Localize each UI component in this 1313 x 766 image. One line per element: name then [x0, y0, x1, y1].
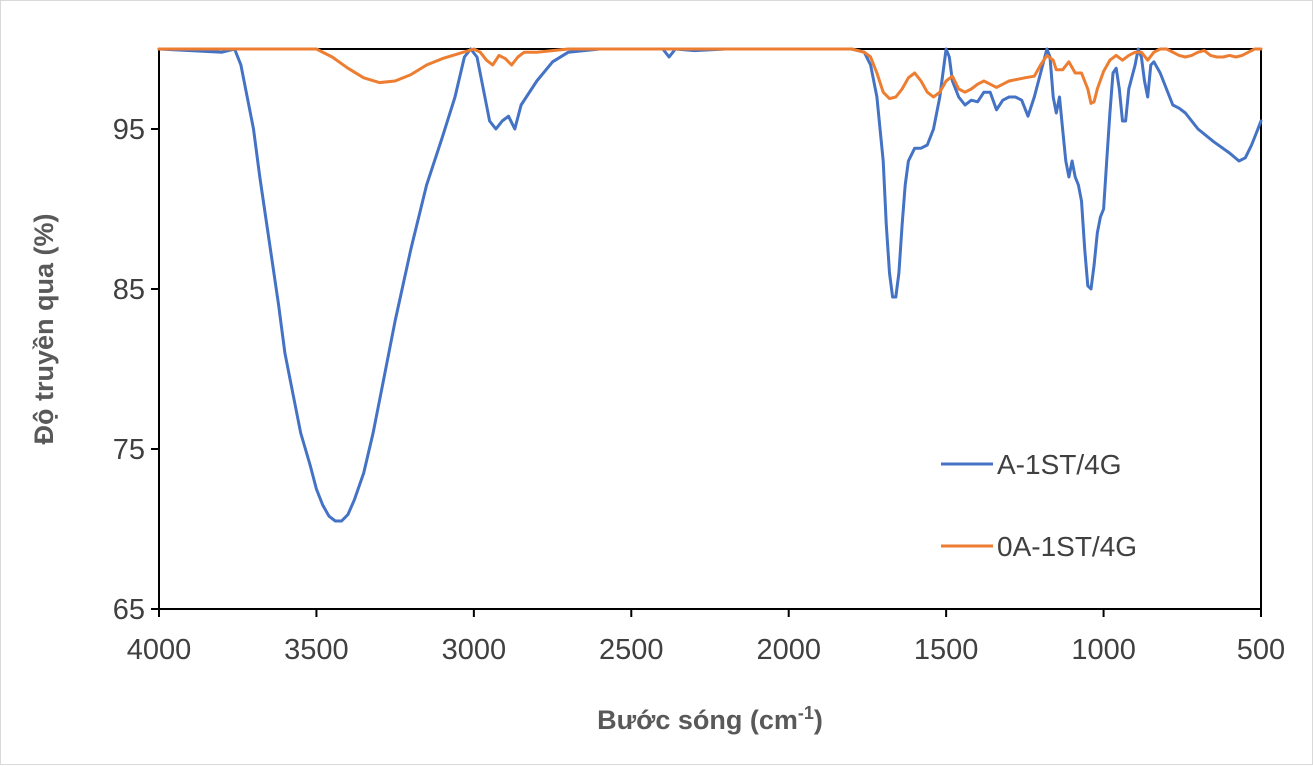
series-layer	[157, 47, 1263, 523]
x-tick-label: 1500	[914, 634, 979, 666]
x-tick-label: 3500	[284, 634, 349, 666]
x-tick-label: 4000	[127, 634, 192, 666]
y-tick-label: 75	[113, 434, 145, 466]
y-axis-title: Độ truyền qua (%)	[29, 213, 59, 444]
y-axis-ticks: 65 75 85 95	[113, 114, 159, 626]
legend-label-2: 0A-1ST/4G	[997, 531, 1137, 562]
x-tick-label: 2000	[756, 634, 821, 666]
series-line-1	[157, 47, 1263, 523]
x-tick-label: 3000	[442, 634, 507, 666]
y-tick-label: 65	[113, 594, 145, 626]
y-tick-label: 95	[113, 114, 145, 146]
x-axis-title-superscript: -1	[798, 703, 814, 723]
x-axis-title-suffix: )	[814, 705, 823, 735]
x-axis-title-main: Bước sóng (cm	[597, 705, 798, 735]
x-tick-label: 500	[1237, 634, 1285, 666]
legend: A-1ST/4G 0A-1ST/4G	[941, 449, 1137, 562]
legend-label-1: A-1ST/4G	[997, 449, 1121, 480]
series-line-2	[157, 47, 1263, 105]
plot-area	[158, 48, 1262, 610]
x-tick-label: 2500	[599, 634, 664, 666]
x-tick-label: 1000	[1071, 634, 1136, 666]
x-axis-title: Bước sóng (cm-1)	[597, 703, 823, 735]
y-tick-label: 85	[113, 274, 145, 306]
x-axis-ticks: 4000 3500 3000 2500 2000 1500 1000 500	[127, 609, 1285, 666]
